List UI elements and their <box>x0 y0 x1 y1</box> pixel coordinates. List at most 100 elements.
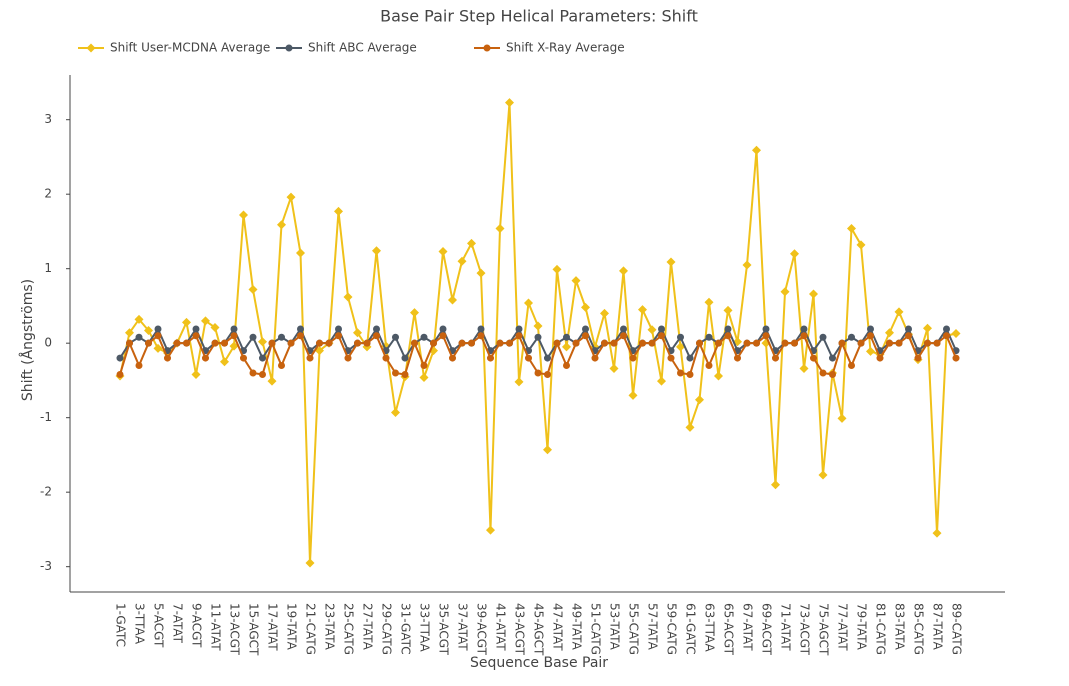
y-tick-label: -2 <box>40 485 52 499</box>
x-tick-label: 33-TTAA <box>418 603 432 653</box>
data-point <box>837 413 847 423</box>
data-point <box>705 333 713 341</box>
data-point <box>278 333 285 341</box>
x-tick-label: 79-TATA <box>855 603 869 651</box>
data-point <box>724 332 732 340</box>
data-point <box>153 343 163 353</box>
x-tick-label: 35-ACGT <box>437 603 451 656</box>
data-point <box>572 339 580 347</box>
data-point <box>373 325 380 333</box>
data-point <box>848 333 855 341</box>
x-tick-label: 69-ACGT <box>760 603 774 656</box>
data-point <box>354 339 361 347</box>
data-point <box>457 256 467 266</box>
x-tick-label: 53-TATA <box>608 603 622 651</box>
y-tick-label: 3 <box>44 112 52 126</box>
data-point <box>135 362 143 370</box>
data-point <box>867 332 874 340</box>
data-point <box>818 470 828 480</box>
data-point <box>334 206 343 216</box>
legend-label: Shift ABC Average <box>308 41 417 55</box>
x-tick-label: 25-CATG <box>342 603 356 655</box>
data-point <box>297 325 304 333</box>
data-point <box>239 210 248 220</box>
data-point <box>582 332 589 340</box>
data-point <box>829 354 836 362</box>
data-point <box>619 266 628 276</box>
data-point <box>724 325 732 333</box>
data-point <box>221 339 228 347</box>
data-point <box>343 292 353 302</box>
data-point <box>449 354 456 362</box>
data-point <box>657 376 666 386</box>
data-point <box>259 370 266 378</box>
data-point <box>800 332 808 340</box>
data-point <box>886 339 893 347</box>
data-point <box>600 308 609 318</box>
data-point <box>125 328 134 338</box>
data-point <box>829 370 836 378</box>
data-point <box>316 339 323 347</box>
data-point <box>609 364 619 374</box>
x-tick-label: 85-CATG <box>912 603 926 655</box>
data-point <box>742 260 752 270</box>
data-point <box>629 354 637 362</box>
data-point <box>734 354 741 362</box>
data-point <box>628 390 638 400</box>
data-point <box>515 332 523 340</box>
data-point <box>486 525 495 535</box>
data-point <box>230 332 238 340</box>
data-point <box>401 354 409 362</box>
data-point <box>543 445 552 455</box>
x-tick-label: 5-ACGT <box>152 603 166 648</box>
data-point <box>810 354 817 362</box>
data-point <box>790 249 799 259</box>
data-point <box>562 342 571 352</box>
data-point <box>439 332 447 340</box>
data-point <box>743 339 751 347</box>
x-tick-label: 43-ACGT <box>513 603 527 656</box>
data-point <box>468 339 475 347</box>
x-tick-label: 39-ACGT <box>475 603 489 656</box>
data-point <box>677 333 684 341</box>
data-point <box>677 369 684 377</box>
data-point <box>135 333 143 341</box>
data-point <box>780 287 790 297</box>
data-point <box>192 325 200 333</box>
x-tick-label: 49-TATA <box>570 603 584 651</box>
data-point <box>372 246 381 256</box>
x-tick-label: 37-ATAT <box>456 603 470 651</box>
data-point <box>259 354 266 362</box>
x-tick-label: 45-AGCT <box>532 603 546 656</box>
data-point <box>515 325 523 333</box>
data-point <box>610 339 618 347</box>
x-tick-label: 55-CATG <box>627 603 641 655</box>
data-point <box>943 325 950 333</box>
data-point <box>723 305 733 315</box>
data-point <box>277 220 286 230</box>
y-axis-title: Shift (Ångströms) <box>19 279 36 401</box>
data-point <box>809 289 818 299</box>
data-point <box>866 346 875 356</box>
data-point <box>116 370 124 378</box>
x-tick-label: 71-ATAT <box>779 603 793 651</box>
data-point <box>905 332 912 340</box>
data-point <box>563 362 570 370</box>
data-point <box>173 339 181 347</box>
data-point <box>924 339 931 347</box>
data-point <box>392 369 399 377</box>
data-point <box>240 354 247 362</box>
data-point <box>895 339 903 347</box>
data-point <box>923 323 932 333</box>
data-point <box>249 369 257 377</box>
data-point <box>894 307 904 317</box>
data-point <box>620 332 627 340</box>
data-point <box>116 354 124 362</box>
data-point <box>438 247 448 257</box>
data-point <box>715 339 722 347</box>
data-point <box>373 332 380 340</box>
legend-label: Shift X-Ray Average <box>506 41 625 55</box>
data-point <box>210 323 220 333</box>
y-tick-label: -3 <box>40 559 52 573</box>
data-point <box>695 395 704 405</box>
